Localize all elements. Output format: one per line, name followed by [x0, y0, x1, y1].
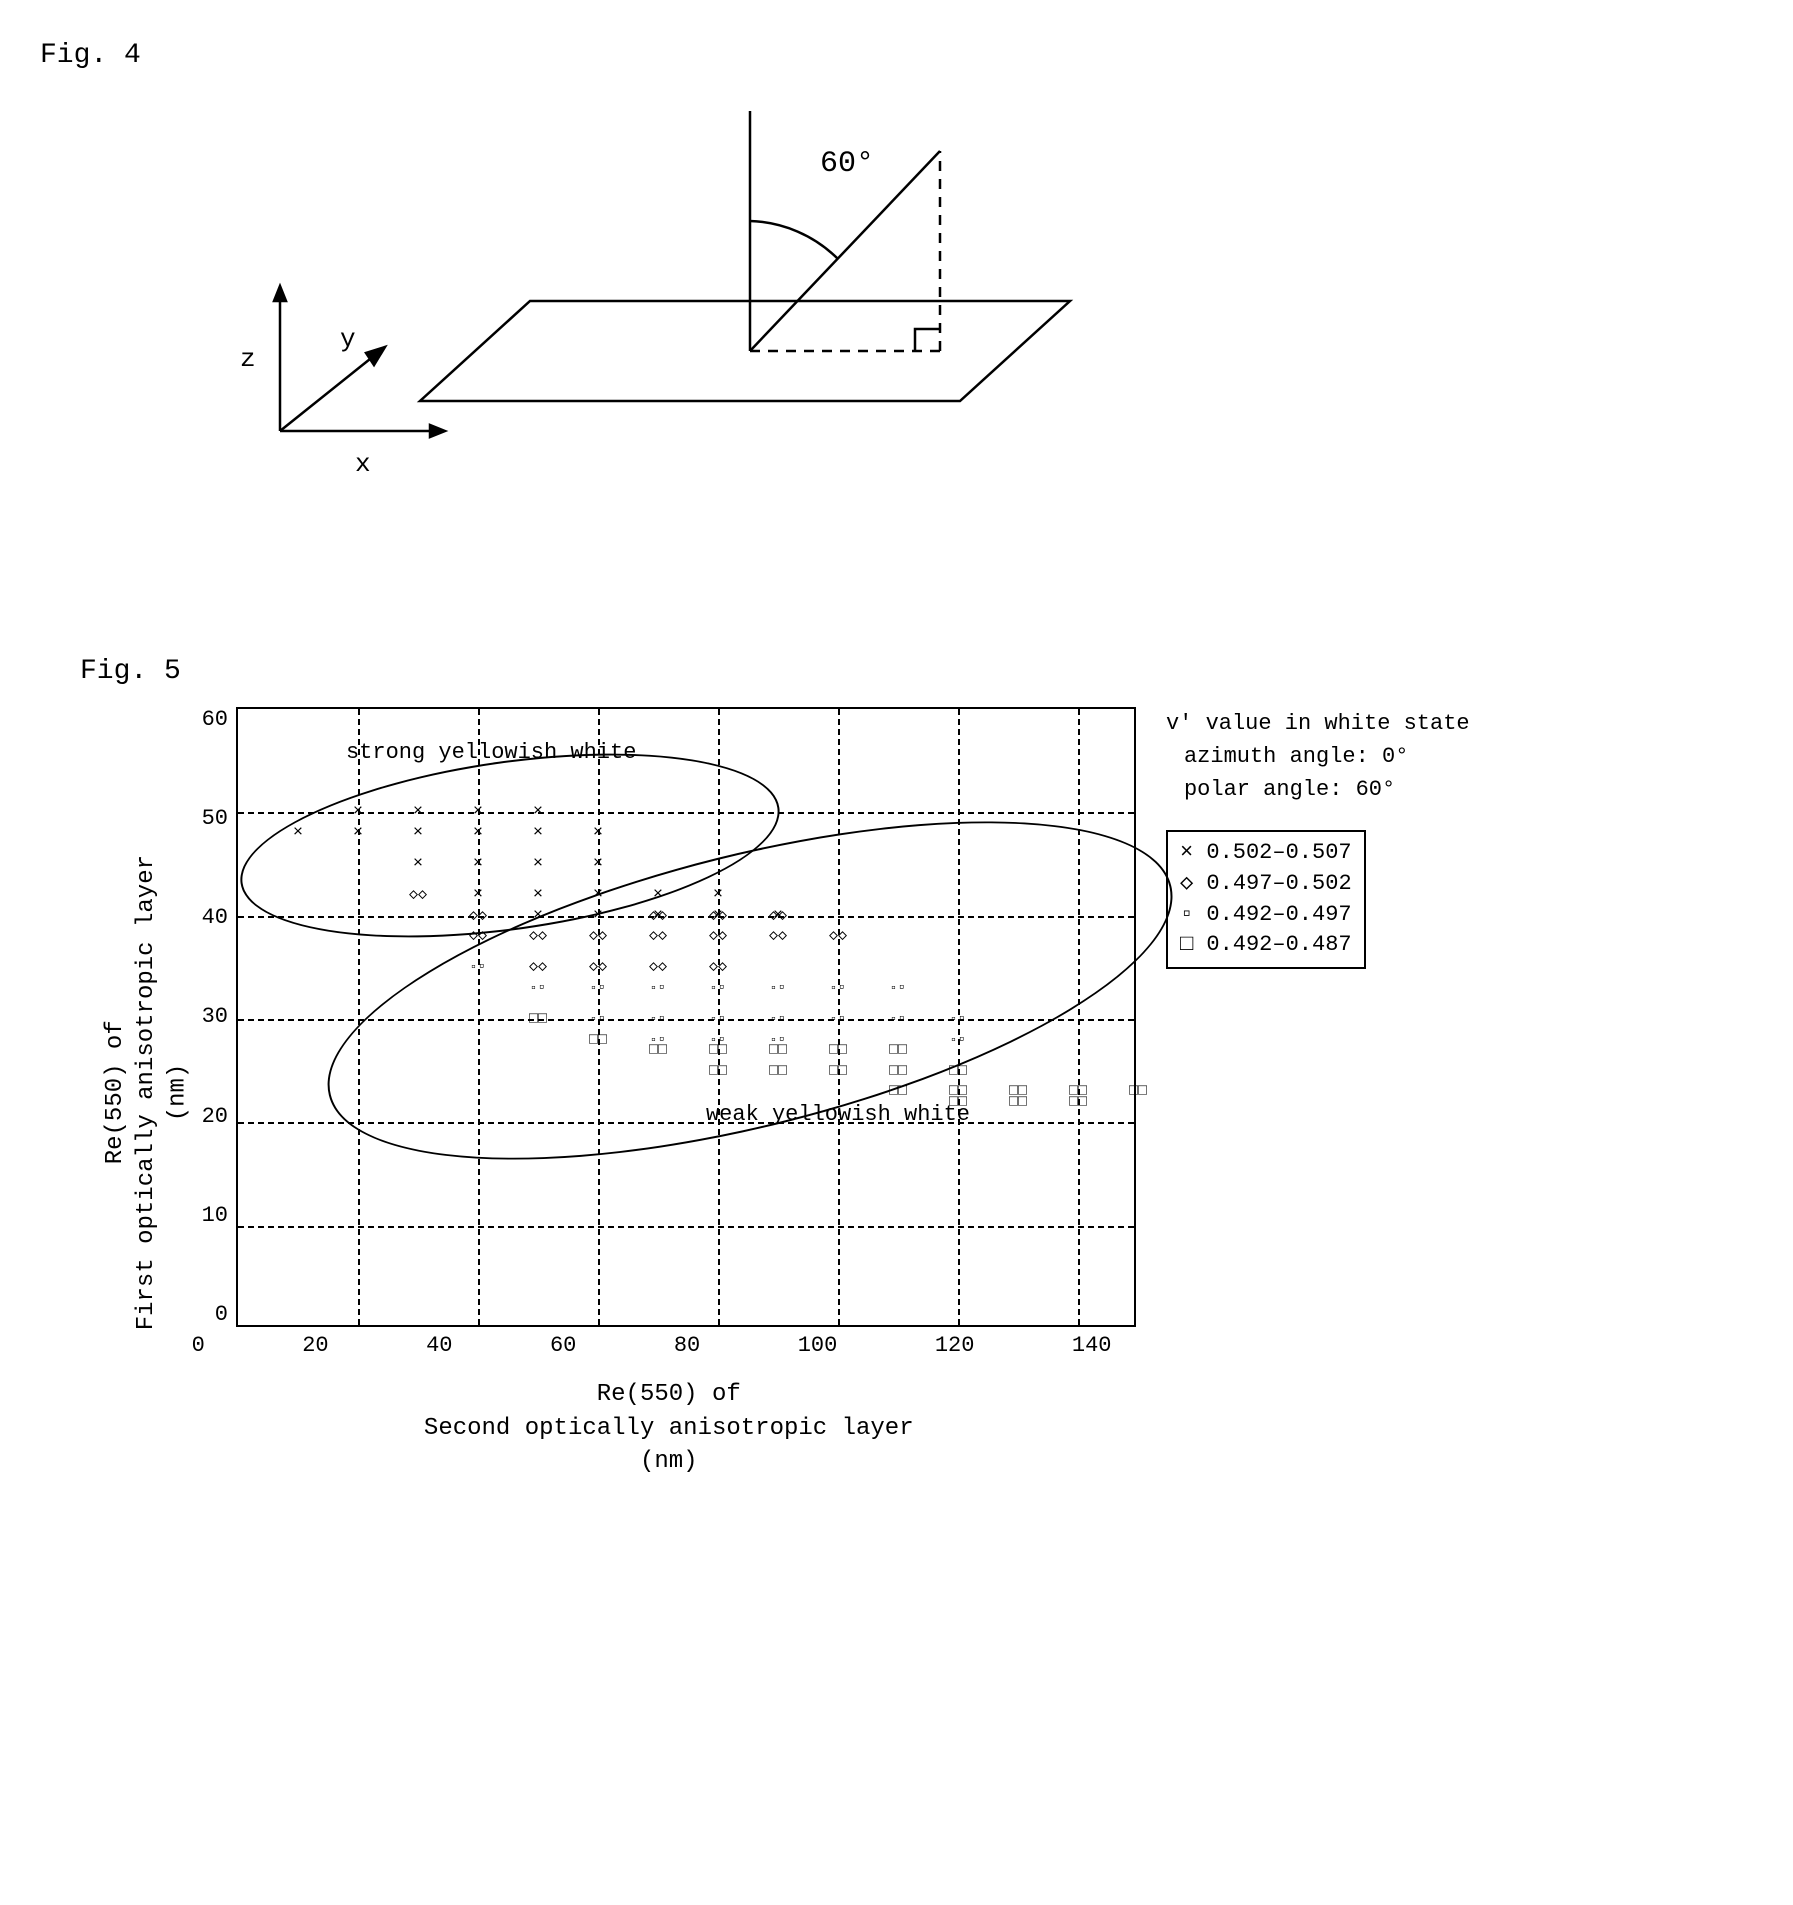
data-point: ◇	[589, 960, 607, 975]
data-point: ▫	[650, 981, 667, 996]
data-point: ×	[593, 887, 603, 904]
data-point: □	[589, 1032, 607, 1047]
data-point: □	[1009, 1094, 1027, 1109]
data-point: ◇	[769, 908, 787, 923]
y-axis-label: Re(550) ofFirst optically anisotropic la…	[100, 855, 194, 1330]
data-point: ×	[593, 825, 603, 842]
data-point: □	[889, 1084, 907, 1099]
data-point: □	[889, 1043, 907, 1058]
data-point: ▫	[830, 981, 847, 996]
legend-box: × 0.502–0.507◇ 0.497–0.502▫ 0.492–0.497□…	[1166, 830, 1366, 969]
data-point: □	[709, 1043, 727, 1058]
data-point: ×	[353, 804, 363, 821]
data-point: ◇	[649, 908, 667, 923]
data-point: ×	[413, 825, 423, 842]
data-point: ▫	[950, 1012, 967, 1027]
data-point: ▫	[770, 1012, 787, 1027]
data-point: □	[889, 1063, 907, 1078]
legend-title-3: polar angle: 60°	[1166, 773, 1470, 806]
data-point: ×	[533, 907, 543, 924]
data-point: □	[769, 1043, 787, 1058]
data-point: ×	[533, 804, 543, 821]
y-ticks: 6050403020100	[202, 707, 236, 1327]
data-point: □	[709, 1063, 727, 1078]
data-point: ◇	[589, 929, 607, 944]
data-point: ×	[533, 887, 543, 904]
data-point: ◇	[469, 929, 487, 944]
legend-item: × 0.502–0.507	[1180, 838, 1352, 869]
data-point: □	[949, 1094, 967, 1109]
data-point: ▫	[710, 1012, 727, 1027]
data-point: □	[1069, 1094, 1087, 1109]
data-point: ▫	[590, 1012, 607, 1027]
legend-item: ◇ 0.497–0.502	[1180, 869, 1352, 900]
x-axis-label: Re(550) of Second optically anisotropic …	[202, 1378, 1136, 1479]
legend: v' value in white state azimuth angle: 0…	[1166, 707, 1470, 969]
data-point: ×	[533, 825, 543, 842]
legend-title-1: v' value in white state	[1166, 707, 1470, 740]
data-point: ◇	[409, 888, 427, 903]
data-point: ▫	[590, 981, 607, 996]
data-point: ×	[413, 856, 423, 873]
data-point: □	[769, 1063, 787, 1078]
data-point: ▫	[890, 981, 907, 996]
angle-label: 60°	[820, 147, 874, 181]
data-point: ◇	[709, 960, 727, 975]
data-point: □	[829, 1063, 847, 1078]
data-point: ▫	[710, 981, 727, 996]
axis-z-label: z	[240, 344, 256, 374]
data-point: □	[1129, 1084, 1147, 1099]
data-point: ▫	[470, 960, 487, 975]
data-point: □	[949, 1063, 967, 1078]
data-point: ×	[473, 856, 483, 873]
data-point: □	[529, 1012, 547, 1027]
data-point: ×	[533, 856, 543, 873]
data-point: ×	[593, 856, 603, 873]
data-point: ◇	[529, 929, 547, 944]
data-point: ◇	[829, 929, 847, 944]
data-point: ◇	[709, 929, 727, 944]
data-point: ▫	[530, 981, 547, 996]
data-point: ×	[653, 887, 663, 904]
data-point: ▫	[650, 1012, 667, 1027]
data-point: ▫	[770, 981, 787, 996]
data-point: ◇	[709, 908, 727, 923]
data-point: ◇	[649, 960, 667, 975]
annotation-strong: strong yellowish white	[346, 740, 636, 765]
data-point: ×	[473, 825, 483, 842]
data-point: ×	[593, 907, 603, 924]
data-point: ◇	[649, 929, 667, 944]
data-point: ×	[353, 825, 363, 842]
x-ticks: 020406080100120140	[192, 1333, 1112, 1358]
fig5-label: Fig. 5	[80, 656, 1753, 687]
axis-y-label: y	[340, 324, 356, 354]
data-point: ◇	[529, 960, 547, 975]
data-point: ×	[473, 804, 483, 821]
data-point: ×	[413, 804, 423, 821]
data-point: ▫	[830, 1012, 847, 1027]
fig5-chart: Re(550) ofFirst optically anisotropic la…	[100, 707, 1136, 1479]
annotation-weak: weak yellowish white	[706, 1102, 970, 1127]
data-point: ◇	[469, 908, 487, 923]
axis-x-label: x	[355, 449, 371, 479]
legend-title-2: azimuth angle: 0°	[1166, 740, 1470, 773]
fig4-label: Fig. 4	[40, 40, 1753, 71]
data-point: ▫	[950, 1032, 967, 1047]
fig4-diagram: z y x 60°	[240, 91, 1753, 516]
legend-item: □ 0.492–0.487	[1180, 930, 1352, 961]
data-point: ×	[293, 825, 303, 842]
data-point: □	[829, 1043, 847, 1058]
plot-area: strong yellowish white weak yellowish whi…	[236, 707, 1136, 1327]
legend-item: ▫ 0.492–0.497	[1180, 900, 1352, 931]
data-point: ▫	[890, 1012, 907, 1027]
data-point: ×	[473, 887, 483, 904]
data-point: ◇	[769, 929, 787, 944]
data-point: ×	[713, 887, 723, 904]
data-point: □	[649, 1043, 667, 1058]
